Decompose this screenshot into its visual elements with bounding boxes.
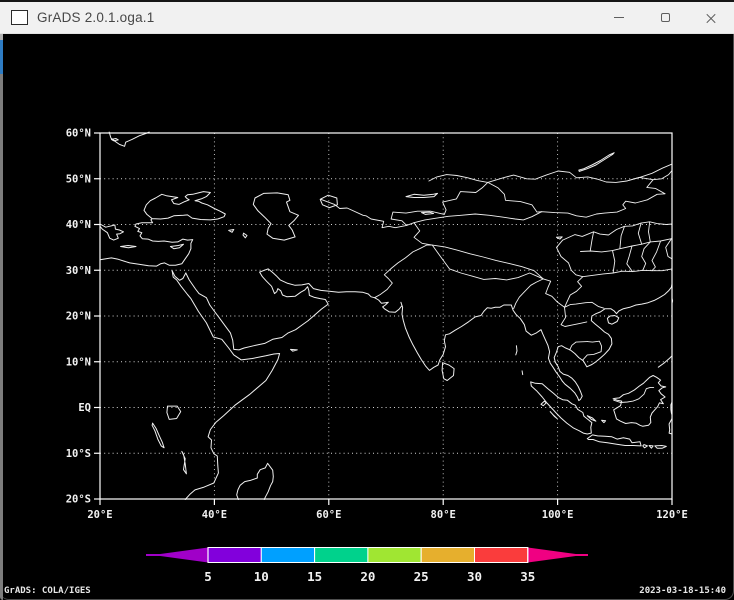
close-button[interactable] (688, 2, 734, 33)
lakes (151, 152, 615, 475)
window-top-border (0, 0, 734, 2)
svg-text:40°E: 40°E (202, 509, 227, 521)
svg-text:80°E: 80°E (431, 509, 456, 521)
colorbar-level-label: 35 (520, 569, 535, 584)
colorbar: 5 10 15 20 25 30 35 (146, 547, 588, 584)
colorbar-box (474, 547, 529, 563)
colorbar-box (314, 547, 369, 563)
svg-text:60°N: 60°N (66, 128, 91, 140)
grads-canvas: 60°N 50°N 40°N 30°N 20°N 10°N EQ 10°S 20°S 20°E 40… (0, 34, 734, 600)
colorbar-level-label: 25 (414, 569, 429, 584)
svg-text:EQ: EQ (78, 402, 91, 414)
background-window-sliver (0, 34, 3, 600)
app-icon (11, 10, 28, 25)
minimize-icon (614, 17, 624, 18)
colorbar-box (207, 547, 262, 563)
minimize-button[interactable] (596, 2, 642, 33)
svg-text:30°N: 30°N (66, 265, 91, 277)
timestamp: 2023-03-18-15:40 (639, 586, 726, 596)
window-controls (596, 2, 734, 33)
colorbar-box (420, 547, 476, 563)
coastlines (99, 131, 674, 500)
grads-attribution: GrADS: COLA/IGES (4, 586, 91, 596)
svg-text:10°S: 10°S (66, 448, 91, 460)
colorbar-left-arrow (153, 547, 208, 563)
colorbar-level-label: 20 (360, 569, 375, 584)
maximize-icon (660, 13, 670, 22)
colorbar-level-label: 5 (204, 569, 212, 584)
colorbar-right-arrow (527, 547, 583, 563)
colorbar-level-label: 15 (307, 569, 322, 584)
map-plot: 60°N 50°N 40°N 30°N 20°N 10°N EQ 10°S 20°S 20°E 40… (66, 128, 688, 585)
svg-text:20°S: 20°S (66, 494, 91, 506)
svg-text:40°N: 40°N (66, 219, 91, 231)
window-title: GrADS 2.0.1.oga.1 (37, 10, 155, 25)
colorbar-level-label: 30 (467, 569, 482, 584)
svg-text:120°E: 120°E (656, 509, 688, 521)
svg-text:50°N: 50°N (66, 173, 91, 185)
map-gridlines (100, 133, 672, 499)
country-borders (320, 163, 673, 403)
svg-text:100°E: 100°E (542, 509, 574, 521)
colorbar-box (260, 547, 316, 563)
svg-text:10°N: 10°N (66, 356, 91, 368)
titlebar[interactable]: GrADS 2.0.1.oga.1 (0, 2, 734, 34)
svg-text:20°E: 20°E (87, 509, 112, 521)
maximize-button[interactable] (642, 2, 688, 33)
svg-text:60°E: 60°E (316, 509, 341, 521)
svg-text:20°N: 20°N (66, 311, 91, 323)
background-window-sliver-blue (0, 40, 3, 74)
colorbar-box (367, 547, 422, 563)
background-window-sliver-top (0, 34, 3, 40)
colorbar-level-label: 10 (254, 569, 269, 584)
axis-ticks-labels: 60°N 50°N 40°N 30°N 20°N 10°N EQ 10°S 20°S 20°E 40… (66, 128, 688, 522)
